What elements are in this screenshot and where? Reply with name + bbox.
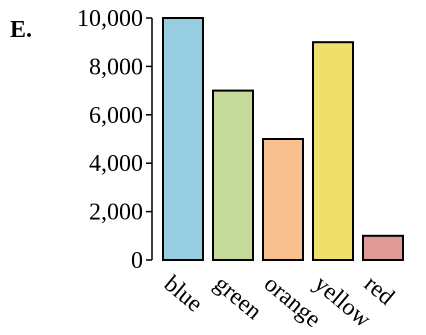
y-tick-label: 0	[131, 248, 143, 274]
y-tick-label: 8,000	[89, 54, 143, 80]
y-tick-label: 10,000	[77, 6, 143, 32]
bar-yellow	[312, 41, 354, 262]
bar-orange	[262, 138, 304, 261]
bar-green	[212, 89, 254, 261]
y-tick-label: 4,000	[89, 151, 143, 177]
x-tick-label-yellow: yellow	[309, 271, 376, 333]
x-tick-label-green: green	[209, 271, 267, 325]
y-axis: 0 2,000 4,000 6,000 8,000 10,000	[77, 6, 153, 274]
panel-label: E.	[10, 17, 32, 43]
bars-group	[162, 17, 404, 262]
y-tick-label: 2,000	[89, 200, 143, 226]
y-tick-label: 6,000	[89, 103, 143, 129]
x-tick-label-orange: orange	[259, 271, 326, 333]
bar-red	[362, 234, 404, 262]
x-tick-label-blue: blue	[159, 271, 207, 317]
bar-blue	[162, 17, 204, 261]
